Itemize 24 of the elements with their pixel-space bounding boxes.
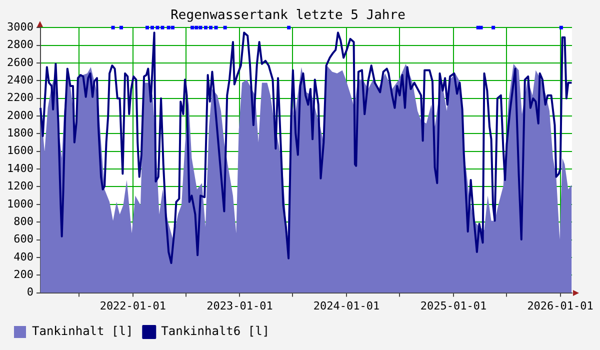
legend-label: Tankinhalt6 [l] [161, 324, 270, 338]
y-tick-label: 2600 [6, 56, 34, 69]
y-tick-label: 2400 [6, 74, 34, 86]
x-tick-label: 2023-01-01 [206, 299, 273, 312]
chart-title: Regenwassertank letzte 5 Jahre [170, 8, 406, 24]
y-tick-label: 800 [14, 214, 34, 228]
y-tick-label: 1200 [6, 180, 34, 193]
y-tick-label: 400 [14, 250, 34, 264]
y-tick-label: 2800 [6, 38, 34, 52]
y-tick-label: 1000 [6, 197, 34, 210]
y-tick-label: 1400 [6, 162, 34, 175]
y-tick-label: 1600 [6, 144, 34, 158]
legend-label: Tankinhalt [l] [32, 324, 134, 338]
x-tick-label: 2025-01-01 [420, 299, 487, 312]
y-tick-label: 3000 [6, 20, 34, 34]
x-tick-label: 2022-01-01 [100, 299, 166, 312]
y-tick-label: 600 [14, 232, 34, 246]
y-tick-label: 200 [14, 268, 34, 281]
x-tick-label: 2024-01-01 [313, 299, 380, 312]
x-tick-label: 2026-01-01 [527, 299, 594, 312]
y-tick-label: 1800 [6, 126, 34, 140]
y-tick-label: 2000 [6, 108, 34, 122]
y-tick-label: 2200 [6, 91, 34, 104]
y-tick-label: 0 [26, 286, 34, 299]
